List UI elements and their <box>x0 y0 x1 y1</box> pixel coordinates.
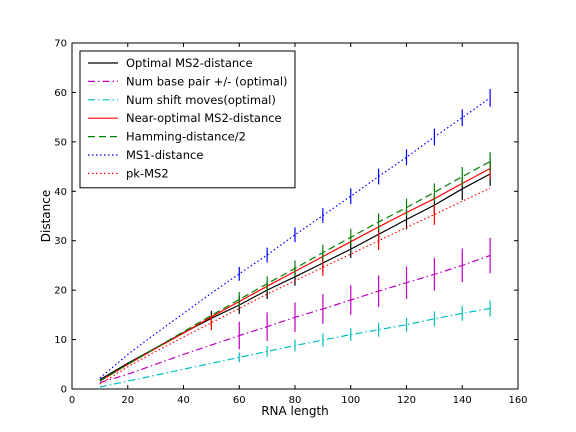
legend-entry-label: Optimal MS2-distance <box>126 56 253 70</box>
x-axis-label: RNA length <box>261 404 329 418</box>
legend-entry-label: Near-optimal MS2-distance <box>126 111 282 125</box>
series-layer <box>99 88 491 388</box>
y-tick-label: 70 <box>54 39 67 50</box>
series-line <box>99 187 491 385</box>
legend-box <box>79 50 296 189</box>
series-line <box>99 97 491 379</box>
x-tick-label: 60 <box>233 395 246 406</box>
legend-entry-label: Num base pair +/- (optimal) <box>126 74 288 88</box>
x-tick-label: 80 <box>289 395 302 406</box>
y-tick-label: 60 <box>54 88 67 99</box>
y-tick-label: 0 <box>61 385 67 396</box>
series-1 <box>99 237 491 384</box>
x-tick-label: 20 <box>121 395 134 406</box>
legend: Optimal MS2-distance Num base pair +/- (o… <box>79 50 296 189</box>
axis-ticks: 0 20 40 60 80 100 120 140 160 0 10 20 30 40 50 60 70 <box>54 39 527 407</box>
x-tick-label: 120 <box>397 395 416 406</box>
legend-entry-label: pk-MS2 <box>126 166 169 180</box>
legend-entry-label: MS1-distance <box>126 148 203 162</box>
x-tick-label: 100 <box>341 395 360 406</box>
x-tick-label: 160 <box>508 395 527 406</box>
y-tick-label: 50 <box>54 137 67 148</box>
series-2 <box>99 300 491 388</box>
series-6 <box>99 187 491 385</box>
series-5 <box>99 88 491 379</box>
y-tick-label: 10 <box>54 335 67 346</box>
y-tick-label: 40 <box>54 187 67 198</box>
x-tick-label: 40 <box>177 395 190 406</box>
x-tick-label: 140 <box>453 395 472 406</box>
y-tick-label: 30 <box>54 236 67 247</box>
legend-entry-label: Hamming-distance/2 <box>126 130 246 144</box>
legend-entry-label: Num shift moves(optimal) <box>126 93 276 107</box>
y-axis-label: Distance <box>39 190 53 242</box>
series-4 <box>99 152 491 382</box>
y-tick-label: 20 <box>54 286 67 297</box>
x-tick-label: 0 <box>69 395 75 406</box>
